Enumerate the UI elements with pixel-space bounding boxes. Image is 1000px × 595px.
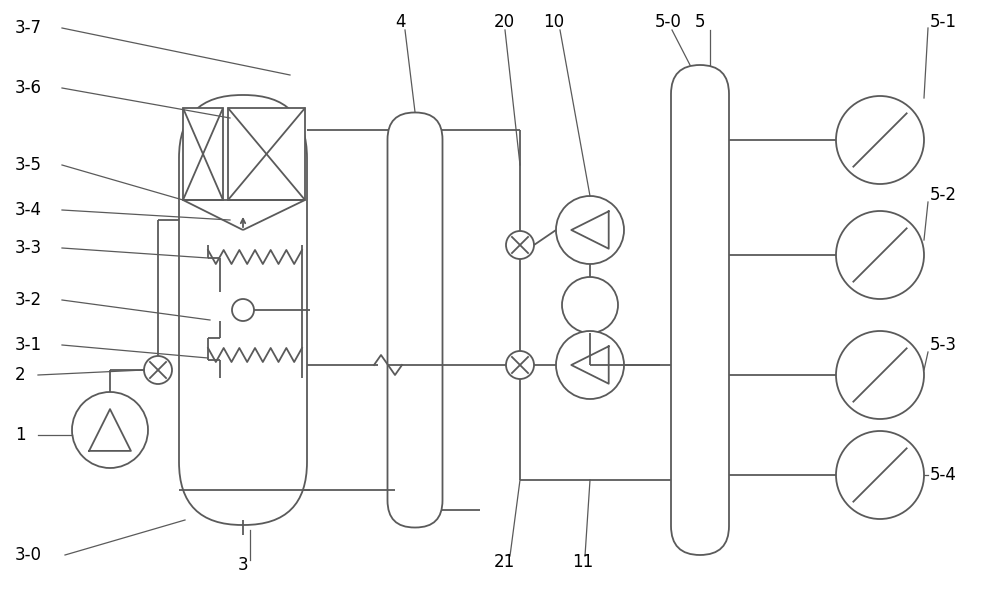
Circle shape [836, 211, 924, 299]
Text: 21: 21 [494, 553, 515, 571]
Circle shape [556, 331, 624, 399]
Text: 4: 4 [395, 13, 406, 31]
Circle shape [506, 351, 534, 379]
Text: 5-0: 5-0 [655, 13, 682, 31]
Text: 3-3: 3-3 [15, 239, 42, 257]
Circle shape [836, 331, 924, 419]
Circle shape [144, 356, 172, 384]
Text: 5-2: 5-2 [930, 186, 957, 204]
FancyBboxPatch shape [671, 65, 729, 555]
Circle shape [562, 277, 618, 333]
Circle shape [506, 231, 534, 259]
Text: 5-3: 5-3 [930, 336, 957, 354]
Text: 3-7: 3-7 [15, 19, 42, 37]
Text: 3-0: 3-0 [15, 546, 42, 564]
Text: 20: 20 [494, 13, 515, 31]
Bar [228, 108, 305, 200]
Text: 3-2: 3-2 [15, 291, 42, 309]
Circle shape [232, 299, 254, 321]
Circle shape [836, 431, 924, 519]
FancyBboxPatch shape [388, 112, 442, 528]
Bar [183, 108, 223, 200]
Text: 3-1: 3-1 [15, 336, 42, 354]
Text: 3-4: 3-4 [15, 201, 42, 219]
Text: 3-5: 3-5 [15, 156, 42, 174]
Text: 5-4: 5-4 [930, 466, 957, 484]
Text: 3: 3 [238, 556, 249, 574]
Text: 1: 1 [15, 426, 26, 444]
Text: 2: 2 [15, 366, 26, 384]
FancyBboxPatch shape [179, 95, 307, 525]
Text: 5: 5 [695, 13, 706, 31]
Text: 3-6: 3-6 [15, 79, 42, 97]
Text: 10: 10 [543, 13, 564, 31]
Text: 11: 11 [572, 553, 593, 571]
Circle shape [556, 196, 624, 264]
Text: 5-1: 5-1 [930, 13, 957, 31]
Circle shape [72, 392, 148, 468]
Circle shape [836, 96, 924, 184]
